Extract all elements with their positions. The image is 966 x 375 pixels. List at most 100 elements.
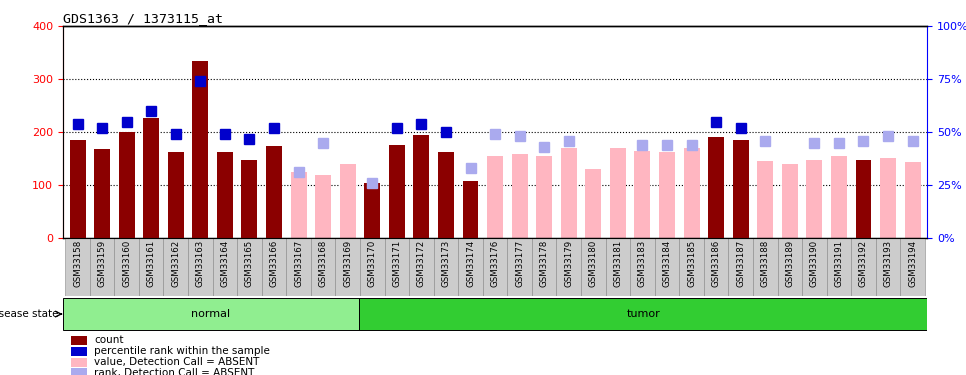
Text: GSM33184: GSM33184 bbox=[663, 240, 671, 287]
Text: GSM33179: GSM33179 bbox=[564, 240, 573, 287]
Text: GSM33193: GSM33193 bbox=[884, 240, 893, 287]
Text: GSM33168: GSM33168 bbox=[319, 240, 327, 287]
Text: GSM33185: GSM33185 bbox=[687, 240, 696, 287]
Bar bbox=[880, 158, 896, 238]
Text: GSM33187: GSM33187 bbox=[736, 240, 745, 287]
Bar bbox=[70, 140, 86, 238]
Bar bbox=[94, 149, 110, 238]
Bar bbox=[335, 238, 360, 296]
Bar bbox=[266, 146, 282, 238]
Bar bbox=[807, 160, 822, 238]
Bar bbox=[360, 238, 384, 296]
Bar bbox=[728, 238, 753, 296]
Text: percentile rank within the sample: percentile rank within the sample bbox=[94, 346, 270, 357]
Bar bbox=[458, 238, 483, 296]
Bar bbox=[71, 347, 87, 356]
Bar bbox=[904, 162, 921, 238]
Text: GSM33171: GSM33171 bbox=[392, 240, 401, 287]
Bar bbox=[286, 238, 311, 296]
Bar bbox=[71, 368, 87, 375]
Bar bbox=[610, 148, 626, 238]
Text: GSM33190: GSM33190 bbox=[810, 240, 819, 287]
Text: GDS1363 / 1373115_at: GDS1363 / 1373115_at bbox=[63, 12, 223, 25]
Text: GSM33178: GSM33178 bbox=[540, 240, 549, 287]
Text: value, Detection Call = ABSENT: value, Detection Call = ABSENT bbox=[94, 357, 259, 367]
Bar bbox=[71, 358, 87, 367]
Bar bbox=[827, 238, 851, 296]
Bar bbox=[291, 172, 306, 238]
Text: disease state: disease state bbox=[0, 309, 59, 319]
Bar bbox=[217, 152, 233, 238]
Bar bbox=[262, 238, 286, 296]
Bar bbox=[163, 238, 188, 296]
Bar bbox=[561, 148, 577, 238]
Bar bbox=[438, 152, 454, 238]
Bar bbox=[188, 238, 213, 296]
Bar bbox=[213, 238, 238, 296]
Bar bbox=[463, 181, 478, 238]
Text: GSM33159: GSM33159 bbox=[98, 240, 106, 287]
Text: GSM33177: GSM33177 bbox=[515, 240, 525, 287]
Bar bbox=[340, 164, 355, 238]
Bar bbox=[389, 146, 405, 238]
Bar bbox=[781, 164, 798, 238]
Text: GSM33186: GSM33186 bbox=[712, 240, 721, 287]
Bar bbox=[90, 238, 114, 296]
Text: GSM33174: GSM33174 bbox=[466, 240, 475, 287]
Text: GSM33173: GSM33173 bbox=[441, 240, 450, 287]
Bar bbox=[119, 132, 134, 238]
Bar bbox=[856, 160, 871, 238]
Text: GSM33176: GSM33176 bbox=[491, 240, 499, 287]
Text: GSM33166: GSM33166 bbox=[270, 240, 278, 287]
Bar bbox=[581, 238, 606, 296]
Text: GSM33169: GSM33169 bbox=[343, 240, 353, 287]
Bar bbox=[802, 238, 827, 296]
Bar bbox=[410, 238, 434, 296]
Bar bbox=[359, 298, 927, 330]
Bar bbox=[778, 238, 802, 296]
Bar bbox=[63, 298, 359, 330]
Bar bbox=[114, 238, 139, 296]
Bar bbox=[512, 154, 527, 238]
Bar bbox=[630, 238, 655, 296]
Text: GSM33188: GSM33188 bbox=[761, 240, 770, 287]
Bar bbox=[168, 152, 184, 238]
Text: GSM33164: GSM33164 bbox=[220, 240, 229, 287]
Bar bbox=[753, 238, 778, 296]
Bar bbox=[900, 238, 924, 296]
Text: count: count bbox=[94, 335, 124, 345]
Bar bbox=[532, 238, 556, 296]
Bar bbox=[831, 156, 847, 238]
Bar bbox=[487, 156, 503, 238]
Text: GSM33192: GSM33192 bbox=[859, 240, 868, 287]
Text: GSM33191: GSM33191 bbox=[835, 240, 843, 287]
Bar bbox=[364, 183, 381, 238]
Bar bbox=[143, 118, 159, 238]
Bar bbox=[708, 138, 724, 238]
Text: GSM33194: GSM33194 bbox=[908, 240, 917, 287]
Bar bbox=[242, 160, 258, 238]
Bar bbox=[71, 336, 87, 345]
Text: GSM33158: GSM33158 bbox=[73, 240, 82, 287]
Bar bbox=[311, 238, 335, 296]
Text: GSM33165: GSM33165 bbox=[245, 240, 254, 287]
Bar bbox=[585, 169, 601, 238]
Text: GSM33180: GSM33180 bbox=[589, 240, 598, 287]
Bar bbox=[434, 238, 458, 296]
Text: GSM33161: GSM33161 bbox=[147, 240, 156, 287]
Bar bbox=[679, 238, 704, 296]
Bar bbox=[192, 61, 209, 238]
Text: GSM33172: GSM33172 bbox=[417, 240, 426, 287]
Bar bbox=[659, 152, 675, 238]
Bar bbox=[315, 175, 331, 238]
Text: rank, Detection Call = ABSENT: rank, Detection Call = ABSENT bbox=[94, 368, 254, 375]
Text: GSM33181: GSM33181 bbox=[613, 240, 622, 287]
Text: GSM33160: GSM33160 bbox=[122, 240, 131, 287]
Bar bbox=[556, 238, 581, 296]
Bar bbox=[655, 238, 679, 296]
Bar bbox=[507, 238, 532, 296]
Bar bbox=[238, 238, 262, 296]
Bar bbox=[139, 238, 163, 296]
Bar bbox=[66, 238, 90, 296]
Text: GSM33162: GSM33162 bbox=[171, 240, 181, 287]
